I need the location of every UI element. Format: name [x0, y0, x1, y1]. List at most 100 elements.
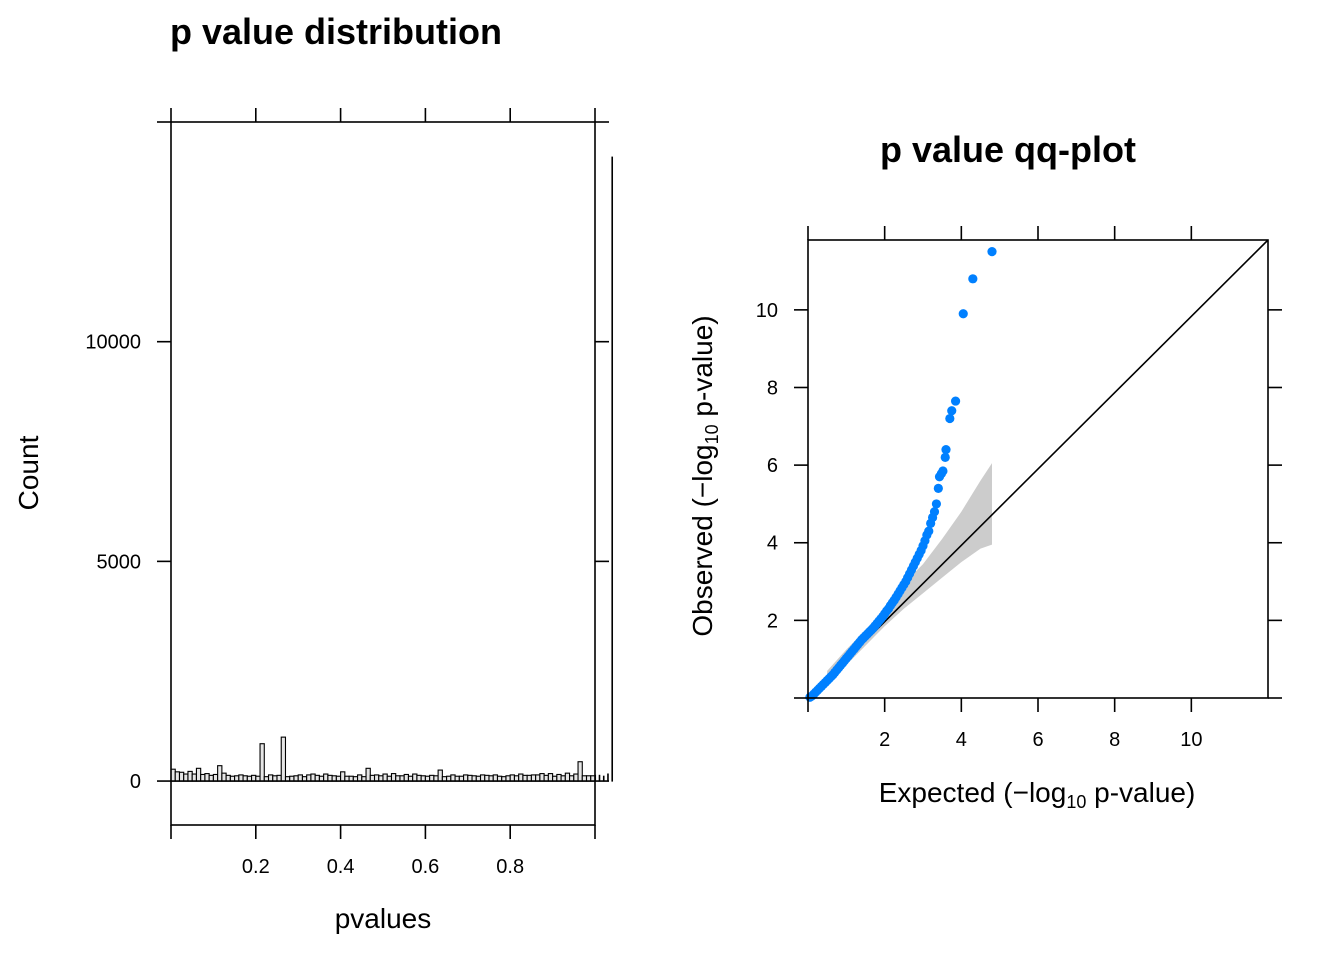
- qqplot-point: [933, 483, 943, 494]
- qqplot-point: [958, 309, 968, 319]
- histogram-bar: [221, 772, 227, 782]
- histogram-bar: [280, 736, 287, 782]
- qqplot-point: [941, 444, 951, 455]
- histogram-y-axis-label: Count: [13, 435, 44, 510]
- histogram-bar: [225, 774, 231, 782]
- histogram-bar: [390, 773, 397, 782]
- qqplot-point: [987, 247, 997, 257]
- histogram-bar: [577, 761, 583, 782]
- histogram-bar: [573, 773, 579, 782]
- histogram-bar: [467, 774, 473, 782]
- qqplot-point: [938, 466, 948, 476]
- histogram-bar: [238, 774, 244, 782]
- histogram-bar: [412, 773, 418, 782]
- histogram-bar: [492, 774, 499, 782]
- histogram-bar: [369, 774, 376, 782]
- histogram-bar: [564, 772, 571, 782]
- histogram-bar: [208, 774, 214, 782]
- histogram-bar: [463, 774, 469, 782]
- histogram-x-axis-label: pvalues: [335, 903, 432, 934]
- histogram-bar: [251, 774, 257, 782]
- histogram-bar: [174, 771, 181, 782]
- qqplot-point: [931, 499, 942, 509]
- histogram-bar: [437, 769, 443, 782]
- histogram-bar: [479, 774, 486, 782]
- histogram-title: p value distribution: [170, 11, 502, 52]
- histogram-bar: [297, 774, 303, 782]
- histogram-bar: [267, 774, 274, 782]
- histogram-bar: [314, 774, 320, 782]
- histogram-frame: [170, 121, 596, 826]
- histogram-bar: [526, 774, 532, 782]
- histogram-bar: [200, 773, 206, 782]
- histogram-bar: [539, 773, 545, 782]
- histogram-x-tick-label: 0.8: [496, 856, 524, 878]
- qqplot-point: [924, 526, 934, 536]
- histogram-x-tick-label: 0.4: [327, 856, 355, 878]
- histogram-bar: [195, 767, 202, 782]
- histogram-bar: [450, 774, 456, 782]
- qqplot-y-tick-label: 4: [767, 533, 778, 555]
- qqplot-ticks: 2 4 6 8 10 2 4 6 8 10: [756, 226, 1282, 751]
- qqplot-x-tick-label: 4: [956, 729, 967, 751]
- histogram-bar: [373, 774, 380, 782]
- qqplot-y-tick-label: 10: [756, 300, 778, 322]
- qqplot-y-axis-label: Observed (−log10 p-value): [687, 315, 722, 636]
- qqplot-panel: p value qq-plot 2 4 6 8 10 2 4 6 8 10 Expected (−…: [687, 129, 1282, 812]
- histogram-y-tick-label: 10000: [85, 332, 141, 354]
- histogram-bar: [357, 774, 363, 782]
- histogram-bar: [276, 774, 282, 782]
- histogram-bar: [323, 773, 329, 782]
- histogram-bar: [403, 773, 409, 782]
- histogram-bar: [611, 156, 614, 782]
- histogram-bar: [598, 774, 601, 782]
- histogram-bar: [607, 773, 609, 782]
- qqplot-reference-line: [807, 239, 1269, 699]
- histogram-bar: [530, 774, 537, 782]
- histogram-bar: [310, 773, 316, 782]
- qqplot-point: [945, 413, 955, 424]
- qqplot-point: [929, 507, 940, 517]
- histogram-bar: [365, 767, 371, 782]
- histogram-bar: [522, 774, 528, 782]
- qqplot-y-tick-label: 2: [767, 610, 778, 632]
- histogram-bar: [217, 765, 223, 782]
- histogram-bar: [382, 773, 388, 782]
- histogram-bar: [259, 743, 265, 782]
- qqplot-x-tick-label: 10: [1180, 729, 1202, 751]
- histogram-ticks: 0.2 0.4 0.6 0.8 0 5000 10000: [85, 108, 609, 878]
- histogram-bar: [204, 773, 210, 782]
- histogram-bar: [183, 773, 189, 782]
- histogram-bar: [187, 770, 193, 782]
- histogram-x-tick-label: 0.2: [242, 856, 270, 878]
- histogram-bar: [212, 773, 219, 782]
- qqplot-title: p value qq-plot: [880, 129, 1136, 170]
- qqplot-x-axis-label: Expected (−log10 p-value): [879, 777, 1196, 812]
- histogram-panel: p value distribution 0.2 0.4 0.6 0.8 0 5000 10…: [13, 11, 614, 934]
- histogram-bar: [543, 774, 549, 782]
- histogram-bar: [429, 774, 435, 782]
- qqplot-y-tick-label: 8: [767, 377, 778, 399]
- histogram-y-tick-label: 5000: [97, 551, 142, 573]
- histogram-bar: [518, 773, 524, 782]
- histogram-bar: [416, 774, 422, 782]
- qqplot-x-tick-label: 6: [1032, 729, 1043, 751]
- histogram-bars: [170, 156, 614, 782]
- qqplot-point: [950, 396, 961, 406]
- qqplot-y-tick-label: 6: [767, 455, 778, 477]
- histogram-bar: [178, 771, 185, 782]
- qqplot-points: [805, 247, 997, 702]
- histogram-bar: [535, 774, 541, 782]
- qqplot-point: [947, 406, 957, 416]
- histogram-bar: [340, 771, 346, 782]
- qqplot-x-tick-label: 8: [1109, 729, 1120, 751]
- histogram-x-tick-label: 0.6: [411, 856, 439, 878]
- histogram-bar: [306, 774, 312, 782]
- qqplot-x-tick-label: 2: [879, 729, 890, 751]
- histogram-bar: [509, 774, 515, 782]
- histogram-bar: [547, 773, 554, 782]
- histogram-bar: [191, 773, 197, 782]
- histogram-bar: [484, 774, 490, 782]
- qqplot-point: [968, 274, 978, 284]
